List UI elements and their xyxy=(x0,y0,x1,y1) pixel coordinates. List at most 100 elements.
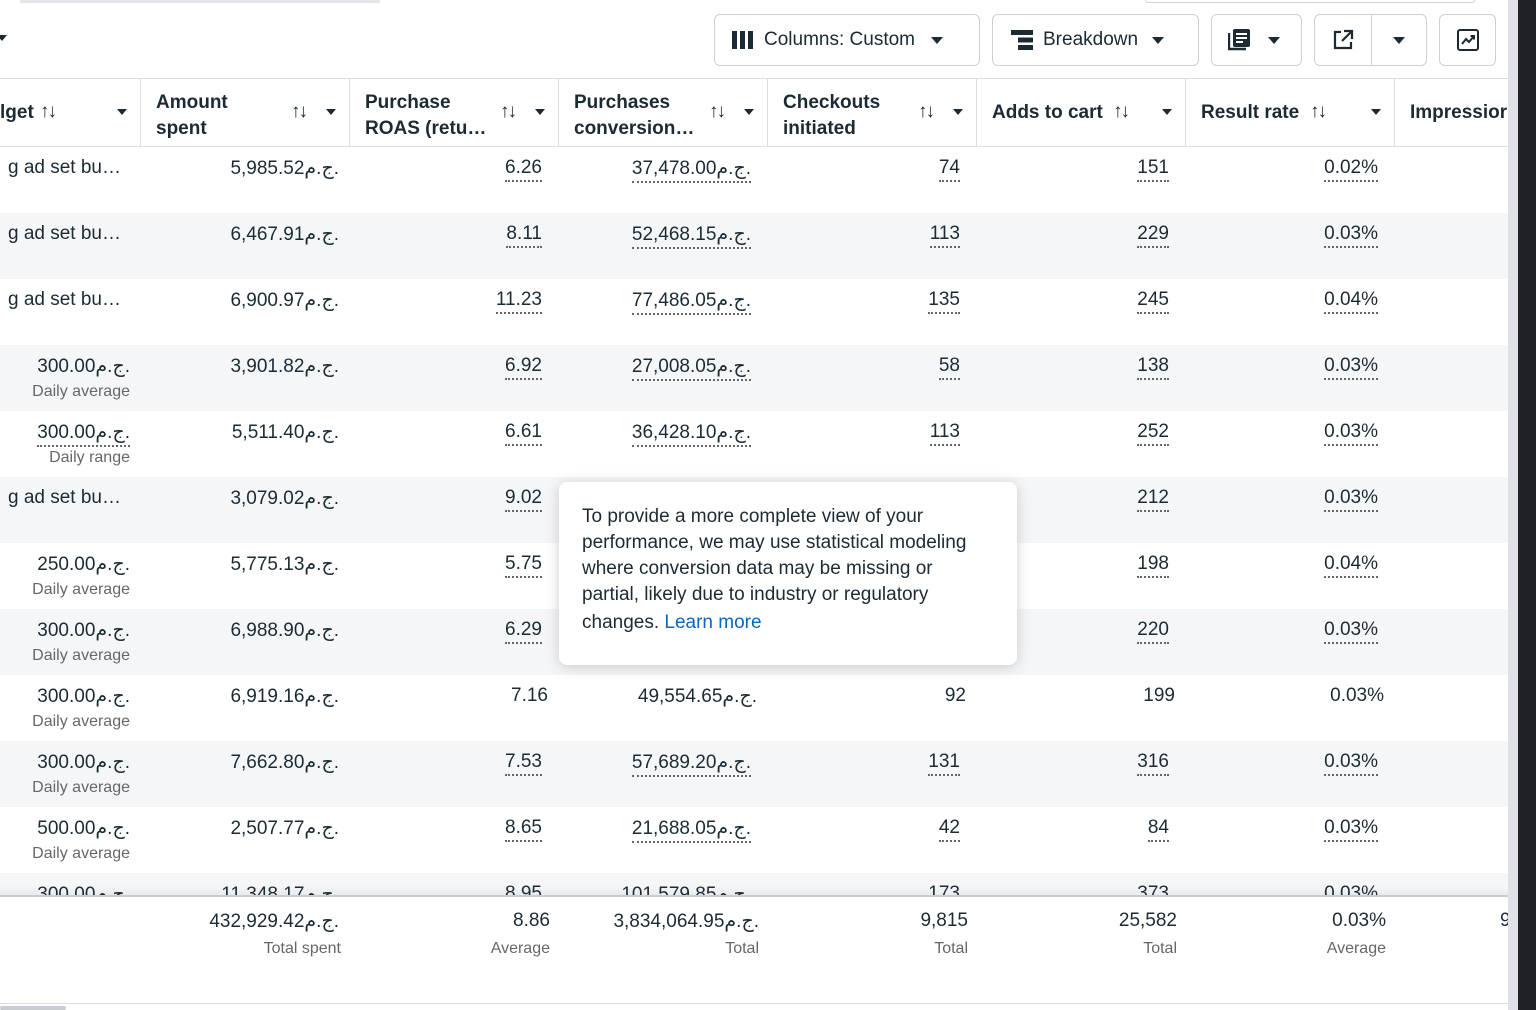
column-header-budget[interactable]: lget ↑↓ xyxy=(0,79,141,147)
chevron-down-icon[interactable] xyxy=(1371,109,1381,115)
sort-icon[interactable]: ↑↓ xyxy=(918,101,935,122)
roas-cell[interactable]: 8.65 xyxy=(505,817,542,842)
adds-to-cart-cell[interactable]: 84 xyxy=(1147,817,1169,842)
result-rate-cell[interactable]: 0.03% xyxy=(1324,619,1378,644)
horizontal-scrollbar[interactable] xyxy=(0,1006,66,1010)
export-button[interactable] xyxy=(1315,15,1371,65)
budget-cell: 300.00ج.م. xyxy=(37,686,130,707)
roas-cell[interactable]: 9.02 xyxy=(505,487,542,512)
result-rate-cell[interactable]: 0.03% xyxy=(1324,751,1378,776)
budget-cell: 250.00ج.م. xyxy=(37,554,130,575)
checkouts-cell[interactable]: 42 xyxy=(938,817,960,842)
sort-icon[interactable]: ↑↓ xyxy=(1310,101,1327,122)
result-rate-cell[interactable]: 0.04% xyxy=(1324,553,1378,578)
export-options-button[interactable] xyxy=(1370,15,1427,65)
amount-spent-cell: 6,467.91ج.م. xyxy=(230,224,339,245)
export-button-group[interactable] xyxy=(1314,14,1427,66)
result-rate-cell[interactable]: 0.03% xyxy=(1324,817,1378,842)
adds-to-cart-cell[interactable]: 229 xyxy=(1137,223,1169,248)
roas-cell[interactable]: 6.26 xyxy=(505,157,542,182)
tooltip-line: partial, likely due to industry or regul… xyxy=(582,584,929,605)
result-rate-cell[interactable]: 0.03% xyxy=(1324,487,1378,512)
table-row[interactable]: 250.00ج.م. Daily average 5,775.13ج.م. 5.75 1… xyxy=(0,543,1508,609)
chevron-down-icon[interactable] xyxy=(326,109,336,115)
chevron-down-icon[interactable] xyxy=(1162,109,1172,115)
table-row[interactable]: 300.00ج.م. Daily average 6,919.16ج.م. 7.16 4… xyxy=(0,675,1508,741)
checkouts-cell[interactable]: 113 xyxy=(929,421,960,446)
chevron-down-icon[interactable] xyxy=(117,109,127,115)
learn-more-link[interactable]: Learn more xyxy=(664,612,762,633)
reports-button[interactable] xyxy=(1211,14,1302,66)
top-control-edge[interactable] xyxy=(1145,0,1475,3)
column-header-checkouts[interactable]: Checkouts initiated ↑↓ xyxy=(768,79,977,147)
column-title: Impressior xyxy=(1410,102,1508,123)
columns-label: Columns: Custom xyxy=(764,29,915,50)
adds-to-cart-cell[interactable]: 252 xyxy=(1137,421,1169,446)
adds-to-cart-cell[interactable]: 316 xyxy=(1137,751,1169,776)
chevron-down-icon[interactable] xyxy=(0,35,7,41)
roas-cell[interactable]: 5.75 xyxy=(505,553,542,578)
chevron-down-icon[interactable] xyxy=(953,109,963,115)
breakdown-button[interactable]: Breakdown xyxy=(992,14,1199,66)
vertical-scrollbar[interactable] xyxy=(1508,0,1518,1010)
view-charts-button[interactable] xyxy=(1439,14,1496,66)
chevron-down-icon[interactable] xyxy=(744,109,754,115)
table-row[interactable]: 300.00ج.م. Daily average 7,662.80ج.م. 7.53 5… xyxy=(0,741,1508,807)
columns-button[interactable]: Columns: Custom xyxy=(714,14,980,66)
roas-cell[interactable]: 6.92 xyxy=(505,355,542,380)
table-row[interactable]: g ad set bu… 6,467.91ج.م. 8.11 52,468.15ج.م… xyxy=(0,213,1508,279)
column-title: Purchases conversion… xyxy=(574,92,695,139)
adds-to-cart-cell[interactable]: 220 xyxy=(1137,619,1169,644)
result-rate-cell[interactable]: 0.03% xyxy=(1324,355,1378,380)
column-header-conversion-value[interactable]: Purchases conversion… ↑↓ xyxy=(559,79,768,147)
table-header: lget ↑↓ Amount spent ↑↓ Purchase ROAS (ret… xyxy=(0,78,1508,147)
total-result-rate-label: Average xyxy=(1326,940,1386,957)
table-row[interactable]: 500.00ج.م. Daily average 2,507.77ج.م. 8.65 2… xyxy=(0,807,1508,873)
budget-cell[interactable]: 300.00ج.م. xyxy=(37,421,130,447)
conversion-value-cell[interactable]: 57,689.20ج.م. xyxy=(631,751,751,777)
table-footer: 432,929.42ج.م. Total spent 8.86 Average … xyxy=(0,895,1508,1003)
roas-cell[interactable]: 8.11 xyxy=(506,223,542,248)
conversion-value-cell[interactable]: 52,468.15ج.م. xyxy=(631,223,751,249)
adds-to-cart-cell[interactable]: 198 xyxy=(1137,553,1169,578)
column-header-impressions[interactable]: Impressior xyxy=(1395,79,1508,147)
adds-to-cart-cell[interactable]: 138 xyxy=(1137,355,1169,380)
sort-icon[interactable]: ↑↓ xyxy=(500,101,517,122)
roas-cell[interactable]: 11.23 xyxy=(495,289,542,314)
amount-spent-cell: 7,662.80ج.م. xyxy=(230,752,339,773)
checkouts-cell[interactable]: 74 xyxy=(938,157,960,182)
result-rate-cell[interactable]: 0.02% xyxy=(1324,157,1378,182)
sort-icon[interactable]: ↑↓ xyxy=(709,101,726,122)
conversion-value-cell[interactable]: 36,428.10ج.م. xyxy=(631,421,751,447)
adds-to-cart-cell[interactable]: 151 xyxy=(1137,157,1169,182)
table-row[interactable]: 300.00ج.م. Daily range 5,511.40ج.م. 6.61 36,… xyxy=(0,411,1508,477)
checkouts-cell[interactable]: 58 xyxy=(938,355,960,380)
checkouts-cell[interactable]: 131 xyxy=(928,751,960,776)
column-header-amount-spent[interactable]: Amount spent ↑↓ xyxy=(141,79,350,147)
conversion-value-cell[interactable]: 37,478.00ج.م. xyxy=(631,157,751,183)
table-row[interactable]: g ad set bu… 5,985.52ج.م. 6.26 37,478.00ج.م… xyxy=(0,147,1508,213)
result-rate-cell[interactable]: 0.04% xyxy=(1324,289,1378,314)
result-rate-cell[interactable]: 0.03% xyxy=(1324,421,1378,446)
roas-cell[interactable]: 7.53 xyxy=(505,751,542,776)
roas-cell[interactable]: 6.61 xyxy=(505,421,542,446)
conversion-value-cell[interactable]: 27,008.05ج.م. xyxy=(631,355,751,381)
column-header-roas[interactable]: Purchase ROAS (retu… ↑↓ xyxy=(350,79,559,147)
adds-to-cart-cell[interactable]: 245 xyxy=(1137,289,1169,314)
conversion-value-cell[interactable]: 77,486.05ج.م. xyxy=(631,289,751,315)
roas-cell[interactable]: 6.29 xyxy=(505,619,542,644)
sort-icon[interactable]: ↑↓ xyxy=(1113,101,1130,122)
sort-icon[interactable]: ↑↓ xyxy=(40,101,57,122)
checkouts-cell[interactable]: 135 xyxy=(928,289,960,314)
column-header-adds-to-cart[interactable]: Adds to cart ↑↓ xyxy=(977,79,1186,147)
checkouts-cell: 92 xyxy=(944,685,966,706)
adds-to-cart-cell[interactable]: 212 xyxy=(1137,487,1169,512)
table-row[interactable]: 300.00ج.م. Daily average 3,901.82ج.م. 6.92 2… xyxy=(0,345,1508,411)
column-header-result-rate[interactable]: Result rate ↑↓ xyxy=(1186,79,1395,147)
chevron-down-icon[interactable] xyxy=(535,109,545,115)
checkouts-cell[interactable]: 113 xyxy=(929,223,960,248)
result-rate-cell[interactable]: 0.03% xyxy=(1324,223,1378,248)
table-row[interactable]: g ad set bu… 6,900.97ج.م. 11.23 77,486.05ج.… xyxy=(0,279,1508,345)
conversion-value-cell[interactable]: 21,688.05ج.م. xyxy=(631,817,751,843)
sort-icon[interactable]: ↑↓ xyxy=(291,101,308,122)
